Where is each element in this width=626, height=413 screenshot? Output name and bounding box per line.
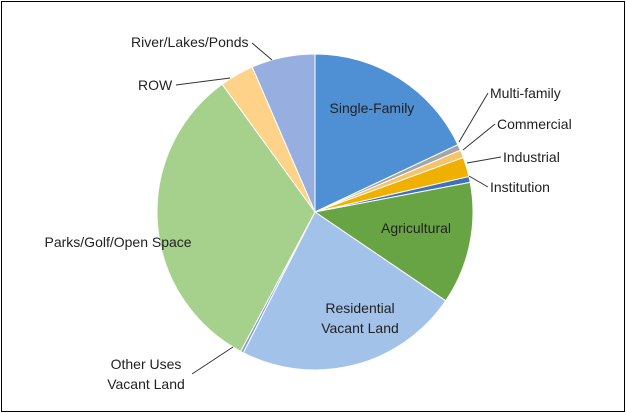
leader-line xyxy=(462,123,496,151)
pie-slice xyxy=(313,181,474,302)
pie-slice xyxy=(242,211,447,371)
slice-label: Residential Vacant Land xyxy=(321,300,399,336)
leader-line xyxy=(191,346,234,375)
leader-line xyxy=(175,77,231,86)
slice-label: Industrial xyxy=(503,149,560,165)
slice-label: Commercial xyxy=(497,116,572,132)
slice-label: ROW xyxy=(138,77,173,93)
pie-slice xyxy=(156,83,316,353)
pie-slice xyxy=(251,53,316,213)
pie-slice xyxy=(314,53,459,213)
slice-label: River/Lakes/Ponds xyxy=(131,34,249,50)
slice-label: Multi-family xyxy=(490,85,561,101)
slice-label: Parks/Golf/Open Space xyxy=(44,234,192,250)
slice-label: Institution xyxy=(490,179,550,195)
leader-line xyxy=(468,175,489,188)
leader-line xyxy=(458,92,489,143)
slice-label: Other Uses Vacant Land xyxy=(107,356,185,392)
leader-line xyxy=(251,42,273,61)
slice-label: Agricultural xyxy=(381,220,452,236)
leader-line xyxy=(466,156,502,164)
slice-label: Single-Family xyxy=(329,100,415,116)
